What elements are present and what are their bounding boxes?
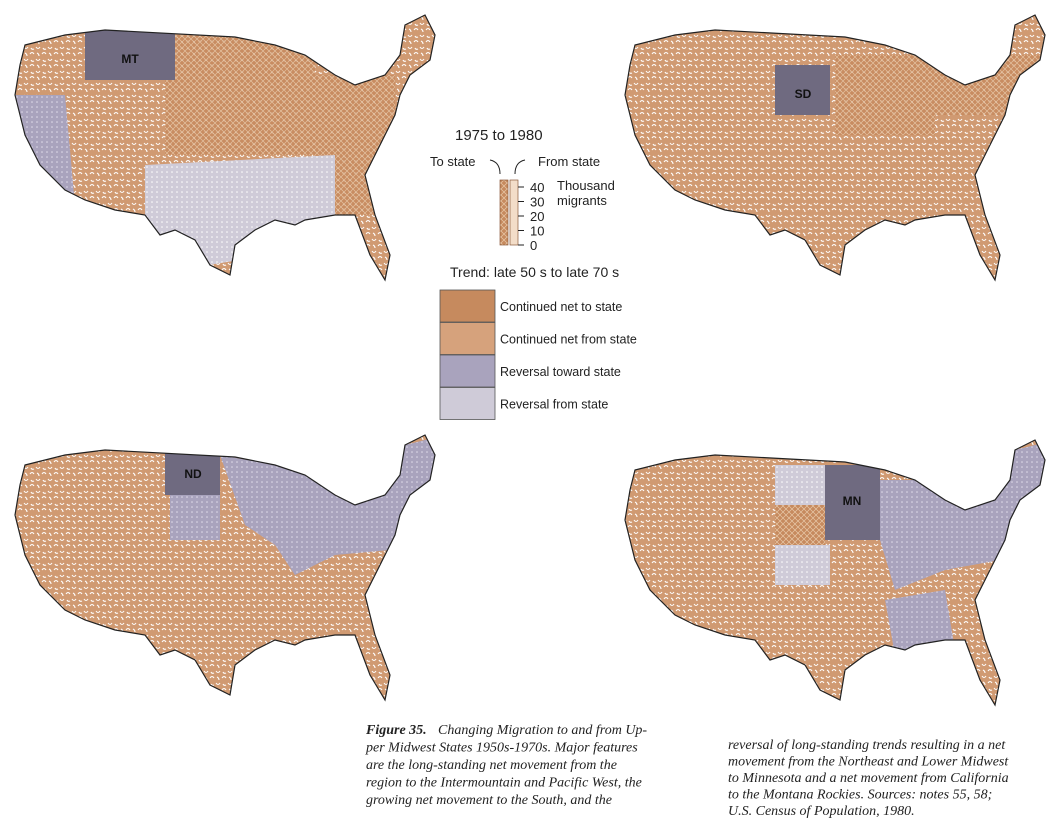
- legend-to-state: To state: [430, 154, 476, 169]
- map: SD: [624, 14, 1046, 281]
- legend-bar: [509, 179, 519, 246]
- scale-tick-label: 20: [530, 209, 544, 224]
- legend-label: Continued net from state: [500, 333, 637, 347]
- legend-from-state: From state: [538, 154, 600, 169]
- legend-label: Reversal toward state: [500, 365, 621, 379]
- legend-swatch: [439, 354, 496, 388]
- legend-arrow: [489, 159, 526, 175]
- legend-bar: [499, 179, 509, 246]
- caption-line: region to the Intermountain and Pacific …: [366, 776, 642, 791]
- caption: Figure 35. Changing Migration to and fro…: [365, 723, 1009, 819]
- caption-line: Changing Migration to and from Up-: [438, 723, 647, 738]
- caption-line: to Minnesota and a net movement from Cal…: [728, 771, 1009, 786]
- map: MN: [624, 439, 1046, 706]
- caption-line: are the long-standing net movement from …: [366, 758, 617, 773]
- legend-swatch: [439, 289, 496, 323]
- state-label: MN: [843, 494, 862, 508]
- scale-tick-label: 30: [530, 195, 544, 210]
- map: ND: [14, 434, 436, 701]
- caption-line: growing net movement to the South, and t…: [366, 793, 612, 808]
- scale-tick-label: 0: [530, 238, 537, 253]
- scale-tick-label: 40: [530, 180, 544, 195]
- legend-trend-title: Trend: late 50 s to late 70 s: [450, 264, 619, 280]
- scale-tick-label: 10: [530, 224, 544, 239]
- legend-unit: Thousand: [557, 178, 615, 193]
- caption-line: to the Montana Rockies. Sources: notes 5…: [728, 788, 992, 803]
- caption-line: movement from the Northeast and Lower Mi…: [728, 755, 1009, 770]
- legend-swatch: [439, 322, 496, 355]
- state-label: SD: [795, 87, 812, 101]
- legend: 1975 to 1980 To state From state Thousan…: [430, 127, 637, 420]
- state-label: ND: [184, 467, 202, 481]
- caption-line: per Midwest States 1950s-1970s. Major fe…: [365, 741, 638, 756]
- state-label: MT: [121, 52, 139, 66]
- legend-label: Reversal from state: [500, 398, 608, 412]
- caption-line: U.S. Census of Population, 1980.: [728, 804, 915, 819]
- legend-label: Continued net to state: [500, 300, 622, 314]
- legend-swatch: [439, 387, 496, 420]
- map: MT: [14, 14, 436, 281]
- caption-label: Figure 35.: [365, 723, 427, 738]
- legend-period: 1975 to 1980: [455, 127, 543, 144]
- caption-line: reversal of long-standing trends resulti…: [728, 738, 1006, 753]
- legend-unit: migrants: [557, 193, 607, 208]
